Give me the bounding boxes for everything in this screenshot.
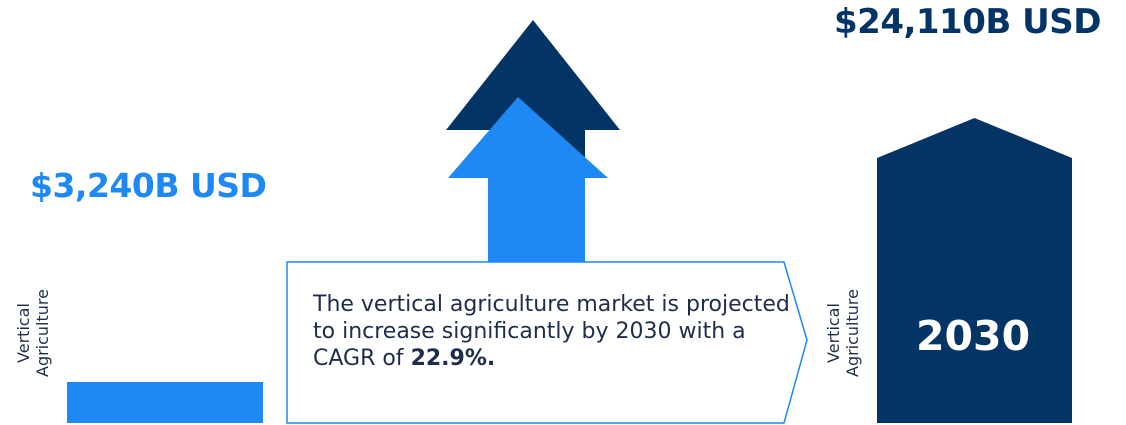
side-label-line1: Vertical (14, 303, 33, 363)
side-label-line2: Agriculture (843, 289, 862, 377)
category-label-2020: 2020 (107, 312, 222, 360)
side-label-2020: Vertical Agriculture (14, 253, 58, 413)
callout-body: The vertical agriculture market is proje… (313, 292, 790, 371)
value-label-2030: $24,110B USD (834, 2, 1101, 42)
growth-arrow-light-icon (448, 97, 608, 262)
callout-box (286, 261, 808, 424)
value-label-2020: $3,240B USD (30, 166, 267, 205)
callout-text: The vertical agriculture market is proje… (313, 291, 793, 372)
category-label-2030: 2030 (916, 312, 1031, 360)
cagr-highlight: 22.9%. (410, 346, 496, 371)
bar-2030 (877, 118, 1072, 423)
bar-2020 (67, 382, 263, 423)
side-label-2030: Vertical Agriculture (824, 253, 868, 413)
side-label-line1: Vertical (824, 303, 843, 363)
side-label-line2: Agriculture (33, 289, 52, 377)
